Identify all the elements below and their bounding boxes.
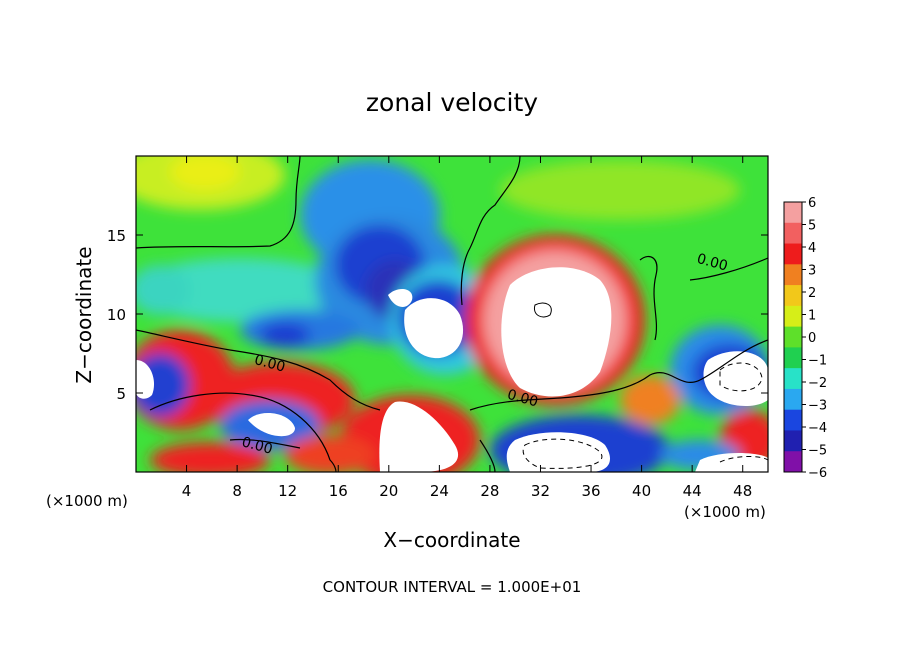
contour-zero-bottom <box>479 439 496 472</box>
contour-zero-lower-small <box>229 438 301 449</box>
contour-zero-right-top <box>639 255 658 341</box>
x-tick-label: 36 <box>581 482 600 500</box>
contour-labels: 0.00 0.00 0.00 0.00 <box>240 251 729 458</box>
white-region-bottom-center <box>506 432 610 472</box>
colorbar-swatch <box>784 264 802 286</box>
colorbar-label: −5 <box>808 444 827 459</box>
colorbar-label: −1 <box>808 354 827 369</box>
colorbar-swatch <box>784 409 802 431</box>
contour-lines <box>136 156 768 472</box>
chart-title: zonal velocity <box>366 88 538 117</box>
x-unit-right: (×1000 m) <box>684 503 766 521</box>
colorbar-swatch <box>784 326 802 348</box>
colorbar-swatch <box>784 430 802 452</box>
y-tick-label: 5 <box>116 385 126 403</box>
x-tick-label: 12 <box>278 482 297 500</box>
colorbar-label: 6 <box>808 196 816 211</box>
white-region-lower-middle <box>379 401 459 472</box>
colorbar-label: 0 <box>808 331 816 346</box>
contour-inner-center <box>533 302 552 318</box>
y-axis-label: Z−coordinate <box>72 246 96 383</box>
contour-zero-lower-left <box>149 392 337 472</box>
colorbar-label: −4 <box>808 421 827 436</box>
white-region-center-small <box>404 298 464 359</box>
colorbar-label: 5 <box>808 219 816 234</box>
white-region-left-edge <box>136 360 155 399</box>
contour-zero-center-top <box>460 156 521 306</box>
contour-zero-center-right <box>469 339 768 411</box>
colorbar-swatch <box>784 305 802 328</box>
y-tick-label: 15 <box>107 227 126 245</box>
colorbar-swatch <box>784 222 802 245</box>
colorbar: 6 5 4 3 2 1 0 −1 −2 −3 −4 −5 −6 <box>783 196 827 481</box>
x-tick-label: 20 <box>379 482 398 500</box>
white-region-right <box>703 351 768 406</box>
x-tick-label: 28 <box>480 482 499 500</box>
colorbar-swatch <box>784 388 802 411</box>
colorbar-swatch <box>784 347 802 369</box>
x-axis-label: X−coordinate <box>383 528 520 552</box>
saturated-regions <box>136 267 768 472</box>
x-tick-label: 40 <box>632 482 651 500</box>
colorbar-label: −3 <box>808 399 827 414</box>
colorbar-label: −2 <box>808 376 827 391</box>
x-axis: 4 8 12 16 20 24 28 32 36 40 44 48 <box>182 156 752 500</box>
colorbar-label: −6 <box>808 466 827 481</box>
contour-interval-footer: CONTOUR INTERVAL = 1.000E+01 <box>323 578 582 596</box>
colorbar-label: 1 <box>808 309 816 324</box>
x-tick-label: 8 <box>232 482 242 500</box>
contour-label: 0.00 <box>695 251 729 275</box>
contour-lines-dashed <box>522 362 768 469</box>
white-region-bottom-right <box>695 453 768 472</box>
x-unit-left: (×1000 m) <box>46 492 128 510</box>
contour-label: 0.00 <box>253 352 287 376</box>
contour-label: 0.00 <box>505 387 539 411</box>
contour-label: 0.00 <box>240 434 274 458</box>
colorbar-label: 4 <box>808 241 816 256</box>
colorbar-swatch <box>784 451 802 473</box>
y-tick-label: 10 <box>107 306 126 324</box>
x-tick-label: 32 <box>531 482 550 500</box>
x-tick-label: 16 <box>329 482 348 500</box>
white-region-lower-left <box>248 413 295 437</box>
colorbar-swatch <box>784 285 802 307</box>
colorbar-label: 2 <box>808 286 816 301</box>
contour-inner-lines <box>533 302 552 318</box>
colorbar-swatch <box>784 202 802 224</box>
colorbar-swatch <box>784 243 802 265</box>
y-axis: 5 10 15 <box>107 227 768 403</box>
heatmap-field: 0.00 0.00 0.00 0.00 <box>136 156 768 472</box>
colorbar-swatch <box>784 368 802 390</box>
x-tick-label: 48 <box>733 482 752 500</box>
contour-negative-bottom-right <box>719 456 768 463</box>
x-tick-label: 24 <box>430 482 449 500</box>
contour-zero-upper-left <box>136 156 301 249</box>
white-region-tiny <box>388 288 413 307</box>
colorbar-label: 3 <box>808 264 816 279</box>
contour-zero-left-middle <box>136 329 381 411</box>
contour-negative-bottom <box>522 438 603 469</box>
contour-zero-right-label <box>689 257 768 281</box>
x-tick-label: 4 <box>182 482 192 500</box>
white-region-center-large <box>501 267 612 397</box>
x-tick-label: 44 <box>683 482 702 500</box>
